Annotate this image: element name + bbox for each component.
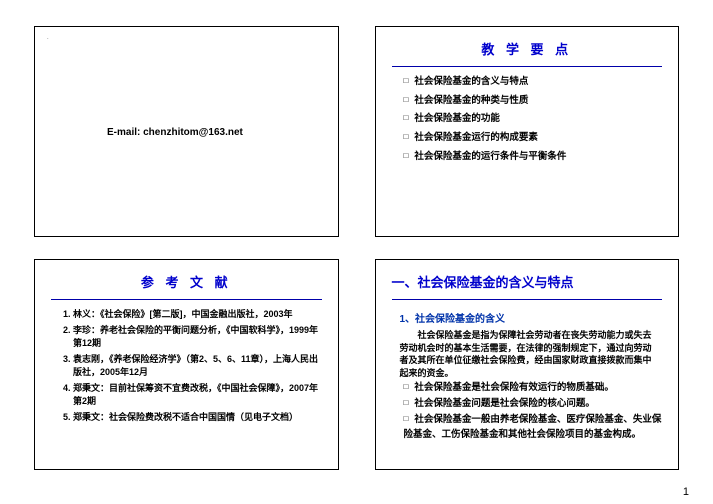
reference-item: 郑秉文：社会保险费改税不适合中国国情（见电子文档） [73,411,322,424]
reference-item: 李珍：养老社会保险的平衡问题分析，《中国软科学》，1999年第12期 [73,324,322,350]
corner-mark: . [47,35,49,41]
slide-4-bullets: 社会保险基金是社会保险有效运行的物质基础。 社会保险基金问题是社会保险的核心问题… [392,381,663,443]
slide-2-bullets: 社会保险基金的含义与特点 社会保险基金的种类与性质 社会保险基金的功能 社会保险… [392,75,663,169]
reference-list: 林义：《社会保险》[第二版]，中国金融出版社，2003年 李珍：养老社会保险的平… [51,308,322,427]
bullet-item: 社会保险基金的运行条件与平衡条件 [404,150,663,165]
reference-item: 郑秉文：目前社保筹资不宜费改税，《中国社会保障》，2007年第2期 [73,382,322,408]
slide-2-key-points: 教 学 要 点 社会保险基金的含义与特点 社会保险基金的种类与性质 社会保险基金… [375,26,680,237]
slide-4-subtitle: 1、社会保险基金的含义 [400,310,663,325]
divider [392,66,663,67]
slide-3-title: 参 考 文 献 [51,272,322,291]
page-number: 1 [683,486,689,498]
slide-3-references: 参 考 文 献 林义：《社会保险》[第二版]，中国金融出版社，2003年 李珍：… [34,259,339,470]
slide-4-definition: 一、社会保险基金的含义与特点 1、社会保险基金的含义 社会保险基金是指为保障社会… [375,259,680,470]
bullet-item: 社会保险基金的种类与性质 [404,94,663,109]
bullet-item: 社会保险基金的含义与特点 [404,75,663,90]
slide-4-title: 一、社会保险基金的含义与特点 [392,272,663,291]
divider [392,299,663,300]
divider [51,299,322,300]
bullet-item: 社会保险基金问题是社会保险的核心问题。 [404,397,663,412]
bullet-item: 社会保险基金运行的构成要素 [404,131,663,146]
bullet-item: 社会保险基金的功能 [404,112,663,127]
definition-paragraph: 社会保险基金是指为保障社会劳动者在丧失劳动能力或失去劳动机会时的基本生活需要，在… [400,329,659,379]
bullet-item: 社会保险基金是社会保险有效运行的物质基础。 [404,381,663,396]
reference-item: 林义：《社会保险》[第二版]，中国金融出版社，2003年 [73,308,322,321]
bullet-item: 社会保险基金一般由养老保险基金、医疗保险基金、失业保险基金、工伤保险基金和其他社… [404,413,663,442]
reference-item: 袁志刚，《养老保险经济学》（第2、5、6、11章），上海人民出版社，2005年1… [73,353,322,379]
email-line: E-mail: chenzhitom@163.net [107,127,322,138]
slide-2-title: 教 学 要 点 [392,39,663,58]
slide-1-intro: . E-mail: chenzhitom@163.net [34,26,339,237]
